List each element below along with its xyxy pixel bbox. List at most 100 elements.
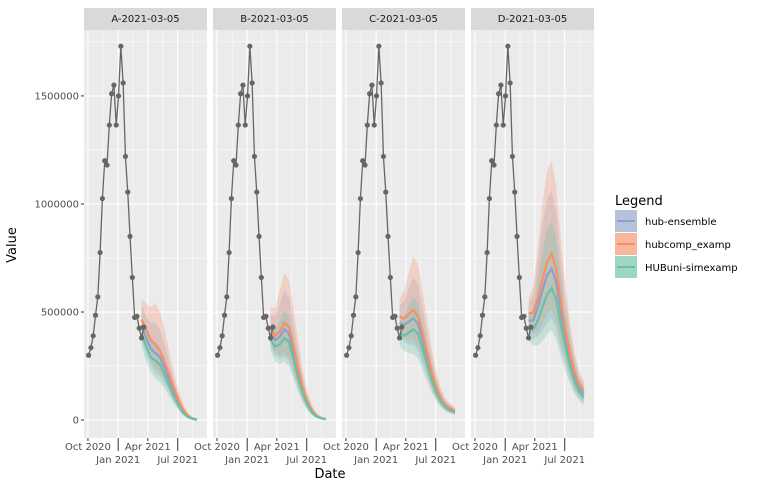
observed-point xyxy=(238,91,244,97)
forecast-interval-band xyxy=(141,305,197,420)
forecast-interval-band xyxy=(141,299,197,420)
forecast-median-line xyxy=(528,286,585,399)
observed-point xyxy=(99,195,106,202)
y-tick-label: 500000 xyxy=(41,308,79,319)
observed-point xyxy=(489,158,495,164)
observed-point xyxy=(367,91,373,97)
observed-point xyxy=(392,313,398,319)
observed-point xyxy=(251,153,258,160)
observed-point xyxy=(118,43,124,49)
facet-panel: D-2021-03-05 Oct 2020 Jan 2021 Apr 2021 Jul … xyxy=(452,8,594,466)
observed-point xyxy=(138,335,145,341)
facet-panel: A-2021-03-05 Oct 2020 Jan 2021 Apr 2021 Jul … xyxy=(65,8,207,466)
observed-point xyxy=(224,294,230,300)
observed-point xyxy=(86,352,92,358)
facet-panels: A-2021-03-05 Oct 2020 Jan 2021 Apr 2021 Jul … xyxy=(65,8,594,466)
observed-point xyxy=(115,93,122,99)
y-tick-label: 1500000 xyxy=(34,91,79,102)
observed-point xyxy=(106,122,112,128)
observed-point xyxy=(256,233,262,239)
observed-point xyxy=(348,333,354,339)
x-tick-label: Apr 2021 xyxy=(254,442,300,453)
x-tick-label: Oct 2020 xyxy=(452,442,498,453)
observed-point xyxy=(355,249,361,256)
observed-point xyxy=(242,122,248,128)
observed-point xyxy=(134,313,140,319)
forecast-interval-band xyxy=(399,255,455,414)
facet-strip-label: D-2021-03-05 xyxy=(498,14,567,25)
facet-strip xyxy=(471,8,594,30)
facet-strip xyxy=(84,8,207,30)
observed-point xyxy=(217,345,223,351)
observed-point xyxy=(127,233,133,239)
observed-point xyxy=(344,352,350,358)
legend: Legend hub-ensemble hubcomp_examp HUBuni-s… xyxy=(615,194,738,278)
observed-point xyxy=(528,324,534,330)
observed-point xyxy=(509,153,516,160)
x-tick-label: Apr 2021 xyxy=(125,442,171,453)
observed-point xyxy=(219,333,225,339)
observed-point xyxy=(235,122,241,128)
x-tick-label: Jul 2021 xyxy=(414,455,456,466)
observed-point xyxy=(120,80,126,86)
observed-point xyxy=(357,195,364,202)
observed-point xyxy=(362,162,368,168)
x-tick-label: Oct 2020 xyxy=(194,442,240,453)
observed-point xyxy=(479,312,486,318)
x-tick-label: Jul 2021 xyxy=(543,455,585,466)
forecast-median-line xyxy=(269,336,327,421)
x-tick-label: Jan 2021 xyxy=(224,455,269,466)
x-tick-label: Apr 2021 xyxy=(383,442,429,453)
observed-point xyxy=(376,43,382,49)
facet-strip-label: C-2021-03-05 xyxy=(369,14,438,25)
observed-point xyxy=(346,345,352,351)
observed-point xyxy=(258,274,264,281)
x-tick-label: Jan 2021 xyxy=(482,455,527,466)
observed-point xyxy=(95,294,101,300)
observed-point xyxy=(369,82,375,88)
observed-point xyxy=(516,274,522,281)
legend-entry-label: hubcomp_examp xyxy=(645,240,731,251)
x-tick-label: Oct 2020 xyxy=(323,442,369,453)
observed-point xyxy=(353,294,359,300)
observed-point xyxy=(525,335,532,341)
forecast-median-line xyxy=(399,308,456,412)
observed-point xyxy=(385,233,391,239)
panel-background xyxy=(84,30,207,438)
observed-point xyxy=(477,333,483,339)
observed-point xyxy=(102,158,108,164)
y-axis-title: Value xyxy=(5,227,20,263)
legend-entry-label: hub-ensemble xyxy=(645,217,717,228)
observed-point xyxy=(270,324,276,330)
panel-background xyxy=(342,30,465,438)
observed-point xyxy=(265,325,271,331)
facet-strip xyxy=(213,8,336,30)
legend-title: Legend xyxy=(615,194,663,209)
observed-point xyxy=(88,345,94,351)
observed-point xyxy=(226,249,232,256)
observed-point xyxy=(267,335,274,341)
observed-point xyxy=(512,189,518,195)
observed-point xyxy=(97,249,103,256)
observed-point xyxy=(113,122,119,128)
observed-point xyxy=(221,312,228,318)
observed-point xyxy=(136,325,142,331)
observed-point xyxy=(92,312,99,318)
x-tick-label: Oct 2020 xyxy=(65,442,111,453)
x-tick-label: Jan 2021 xyxy=(95,455,140,466)
observed-point xyxy=(507,80,513,86)
observed-point xyxy=(500,122,506,128)
x-tick-label: Apr 2021 xyxy=(512,442,558,453)
observed-point xyxy=(486,195,493,202)
observed-point xyxy=(231,158,237,164)
forecast-interval-band xyxy=(270,273,326,420)
forecast-median-line xyxy=(399,327,456,414)
forecast-median-line xyxy=(528,266,585,395)
observed-point xyxy=(141,324,147,330)
x-tick-label: Jul 2021 xyxy=(156,455,198,466)
observed-point xyxy=(228,195,235,202)
observed-point xyxy=(109,91,115,97)
observed-point xyxy=(505,43,511,49)
facet-panel: C-2021-03-05 Oct 2020 Jan 2021 Apr 2021 Jul … xyxy=(323,8,465,466)
